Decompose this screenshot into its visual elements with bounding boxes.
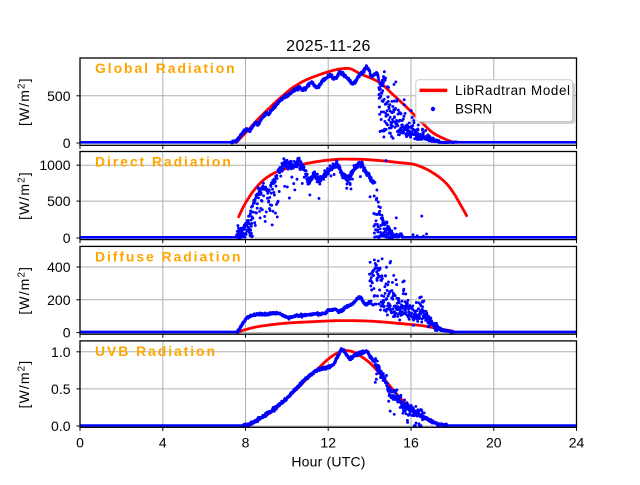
svg-text:Global Radiation: Global Radiation (95, 60, 237, 76)
svg-text:0: 0 (63, 230, 71, 246)
svg-text:[W/m2]: [W/m2] (16, 171, 32, 220)
svg-text:0: 0 (63, 325, 71, 341)
svg-text:0.5: 0.5 (51, 381, 71, 397)
svg-text:Diffuse Radiation: Diffuse Radiation (95, 249, 242, 265)
svg-text:400: 400 (47, 259, 71, 275)
svg-text:200: 200 (47, 292, 71, 308)
svg-text:24: 24 (569, 435, 585, 451)
svg-text:2025-11-26: 2025-11-26 (286, 38, 371, 55)
svg-text:[W/m2]: [W/m2] (16, 77, 32, 126)
svg-text:UVB Radiation: UVB Radiation (95, 343, 217, 359)
svg-text:16: 16 (403, 435, 419, 451)
svg-text:4: 4 (159, 435, 167, 451)
svg-text:Hour (UTC): Hour (UTC) (291, 454, 365, 470)
svg-text:LibRadtran Model: LibRadtran Model (455, 83, 571, 98)
svg-text:20: 20 (486, 435, 502, 451)
svg-text:Direct Radiation: Direct Radiation (95, 154, 233, 170)
svg-text:0: 0 (76, 435, 84, 451)
svg-text:8: 8 (242, 435, 250, 451)
svg-text:BSRN: BSRN (455, 101, 492, 116)
svg-text:1.0: 1.0 (51, 344, 71, 360)
svg-text:[W/m2]: [W/m2] (16, 360, 32, 409)
svg-text:500: 500 (47, 88, 71, 104)
svg-text:[W/m2]: [W/m2] (16, 266, 32, 315)
svg-text:12: 12 (320, 435, 336, 451)
svg-text:1000: 1000 (39, 157, 70, 173)
svg-text:0.0: 0.0 (51, 418, 71, 434)
svg-text:0: 0 (63, 135, 71, 151)
svg-text:500: 500 (47, 193, 71, 209)
